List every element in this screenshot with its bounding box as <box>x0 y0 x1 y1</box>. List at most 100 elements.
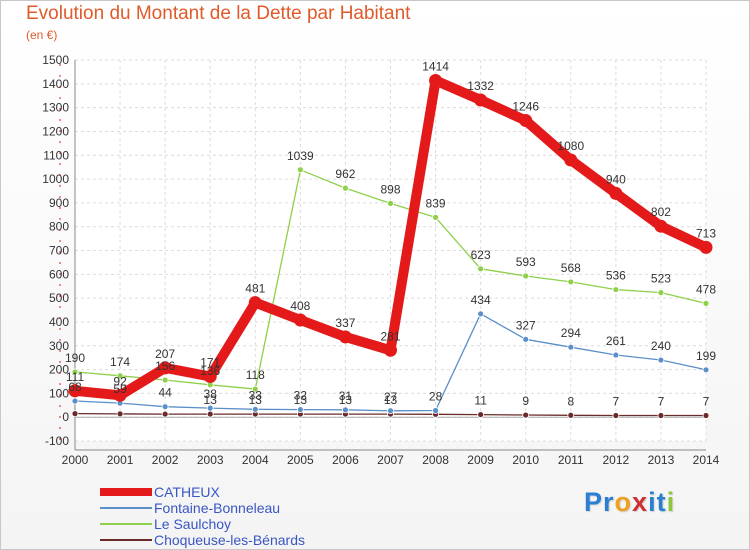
data-point <box>657 356 665 364</box>
data-label: 7 <box>658 395 665 409</box>
logo-letter: r <box>603 487 615 517</box>
x-tick-label: 2001 <box>107 453 134 467</box>
data-point <box>519 113 533 127</box>
data-point <box>161 376 169 384</box>
data-label: 13 <box>339 393 353 407</box>
data-label: 9 <box>522 394 529 408</box>
data-point <box>338 330 352 344</box>
data-label: 44 <box>158 386 172 400</box>
logo-letter: i <box>648 487 657 517</box>
y-tick-label: 800 <box>49 220 69 234</box>
x-tick-label: 2000 <box>62 453 89 467</box>
data-point <box>296 166 304 174</box>
y-tick-label: 1400 <box>42 77 69 91</box>
data-label: 190 <box>65 351 85 365</box>
data-label: 13 <box>249 393 263 407</box>
data-point <box>612 412 620 419</box>
data-point <box>71 368 79 376</box>
y-tick-label: 400 <box>49 315 69 329</box>
data-label: 261 <box>606 334 626 348</box>
data-point <box>113 388 127 402</box>
data-label: 68 <box>68 380 82 394</box>
data-label: 568 <box>561 261 581 275</box>
data-point <box>251 385 259 393</box>
y-tick-label: -100 <box>45 434 69 448</box>
y-tick-label: 1100 <box>43 148 69 162</box>
data-label: 1414 <box>422 59 449 73</box>
data-label: 523 <box>651 272 671 286</box>
data-point <box>71 397 79 405</box>
y-tick-label: 1300 <box>42 101 69 115</box>
legend-swatch-le-saulchoy <box>100 523 152 525</box>
y-tick-label: 600 <box>49 267 69 281</box>
y-tick-label: 100 <box>49 386 69 400</box>
data-label: 136 <box>200 364 220 378</box>
data-label: 7 <box>613 395 620 409</box>
data-label: 962 <box>335 167 355 181</box>
data-point <box>342 406 349 414</box>
y-tick-label: 1000 <box>42 172 69 186</box>
data-point <box>206 410 214 418</box>
data-label: 940 <box>606 172 626 186</box>
data-label: 7 <box>703 395 710 409</box>
x-tick-label: 2014 <box>693 453 720 467</box>
x-tick-label: 2011 <box>558 453 584 467</box>
y-tick-label: 200 <box>49 363 69 377</box>
data-point <box>161 410 169 418</box>
data-label: 111 <box>66 370 85 384</box>
data-point <box>384 343 397 357</box>
data-label: 13 <box>384 393 398 407</box>
data-label: 13 <box>294 393 308 407</box>
y-tick-label: 1200 <box>42 124 69 138</box>
data-point <box>116 372 124 380</box>
data-point <box>296 406 304 413</box>
legend-swatch-fontaine-bonneleau <box>100 507 152 509</box>
data-label: 11 <box>474 394 487 408</box>
y-tick-label: 0 <box>62 410 69 424</box>
legend-label-fontaine-bonneleau: Fontaine-Bonneleau <box>154 500 281 516</box>
x-tick-label: 2010 <box>512 453 539 467</box>
data-label: 1039 <box>287 149 314 163</box>
y-tick-label: 500 <box>49 291 69 305</box>
data-point <box>474 93 488 107</box>
data-label: 38 <box>204 387 218 401</box>
plot-area <box>75 60 706 441</box>
data-label: 839 <box>426 196 446 210</box>
x-tick-label: 2008 <box>422 453 449 467</box>
data-label: 327 <box>516 318 536 332</box>
x-tick-label: 2003 <box>197 453 224 467</box>
data-point <box>387 199 394 207</box>
x-tick-label: 2012 <box>603 453 630 467</box>
data-point <box>522 335 530 343</box>
data-point <box>203 369 217 383</box>
x-tick-label: 2005 <box>287 453 314 467</box>
data-label: 802 <box>651 205 671 219</box>
data-label: 207 <box>155 347 175 361</box>
data-label: 32 <box>294 389 308 403</box>
logo-letter: t <box>656 487 667 517</box>
legend-label-le-saulchoy: Le Saulchoy <box>154 516 232 532</box>
logo-letter: i <box>666 487 676 517</box>
data-point <box>71 410 79 418</box>
logo-letter: o <box>614 487 633 517</box>
data-label: 13 <box>204 393 218 407</box>
data-point <box>567 343 575 351</box>
data-point <box>699 240 713 254</box>
y-tick-label: 1500 <box>42 53 69 67</box>
data-point <box>654 219 668 233</box>
data-point <box>432 214 439 221</box>
data-label: 59 <box>113 382 127 396</box>
y-tick-label: 300 <box>49 339 69 353</box>
data-point <box>432 407 439 414</box>
data-point <box>68 384 82 398</box>
chart-subtitle: (en €) <box>26 28 58 42</box>
data-point <box>567 278 575 286</box>
x-tick-label: 2002 <box>152 453 179 467</box>
data-label: 8 <box>567 394 574 408</box>
data-label: 1080 <box>557 139 584 153</box>
data-point <box>293 313 307 327</box>
x-tick-label: 2006 <box>332 453 359 467</box>
x-tick-label: 2004 <box>242 453 269 467</box>
data-label: 337 <box>335 316 355 330</box>
